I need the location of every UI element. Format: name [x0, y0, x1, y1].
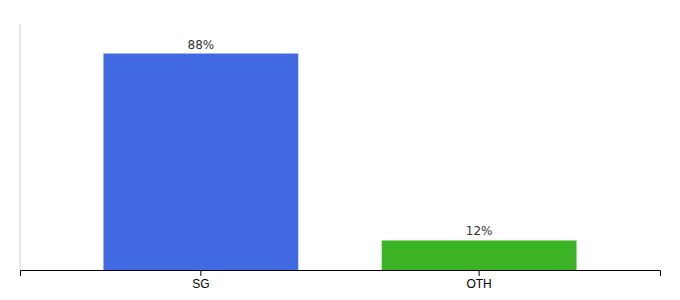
- x-tick-label: SG: [192, 277, 209, 291]
- data-label: 12%: [466, 224, 493, 238]
- x-tick: SG: [192, 270, 209, 291]
- bar: [103, 54, 298, 270]
- x-axis: SG OTH: [21, 270, 661, 291]
- data-labels: 88% 12%: [188, 38, 493, 239]
- bar: [382, 240, 577, 270]
- y-range-line: [20, 24, 21, 270]
- chart: SG OTH 88% 12%: [0, 0, 680, 300]
- x-tick-label: OTH: [466, 277, 491, 291]
- x-tick: OTH: [466, 270, 491, 291]
- data-label: 88%: [188, 38, 215, 52]
- x-tick-mark: [200, 270, 201, 276]
- x-tick-mark: [479, 270, 480, 276]
- plot: SG OTH: [20, 24, 661, 291]
- x-axis-line: [21, 271, 661, 277]
- bars: [103, 54, 576, 270]
